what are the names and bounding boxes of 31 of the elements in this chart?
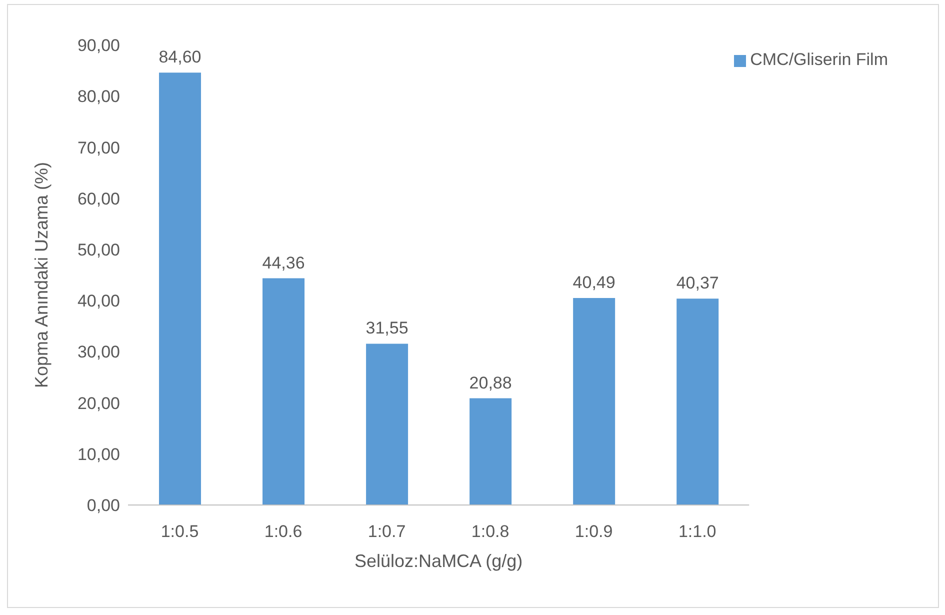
x-tick-label: 1:1.0 (678, 522, 716, 542)
data-label: 31,55 (366, 318, 408, 338)
y-tick-label: 50,00 (77, 240, 120, 260)
data-label: 40,49 (572, 273, 616, 292)
y-tick-label: 60,00 (77, 189, 120, 208)
x-tick-label: 1:0.7 (368, 522, 406, 542)
y-tick-label: 20,00 (77, 394, 120, 413)
y-tick-label: 90,00 (77, 36, 120, 56)
data-label: 84,60 (158, 48, 202, 67)
bar (262, 278, 305, 505)
y-tick-label: 0,00 (86, 496, 120, 516)
bar (470, 398, 512, 505)
y-tick-label: 40,00 (77, 292, 120, 311)
legend-label: CMC/Gliserin Film (750, 50, 888, 69)
y-tick-label: 10,00 (77, 444, 120, 464)
data-label: 20,88 (469, 373, 512, 392)
data-label: 40,37 (676, 274, 719, 293)
y-tick-label: 70,00 (77, 138, 120, 158)
bar (573, 298, 616, 505)
bar (676, 298, 719, 505)
y-tick-label: 80,00 (77, 87, 120, 106)
bar (159, 72, 201, 505)
x-axis-title: Selüloz:NaMCA (g/g) (354, 551, 523, 571)
x-tick-label: 1:0.6 (264, 522, 302, 542)
bar (366, 344, 408, 505)
x-tick-label: 1:0.5 (160, 522, 199, 542)
x-tick-label: 1:0.8 (471, 522, 510, 542)
y-tick-label: 30,00 (77, 342, 120, 362)
x-tick-label: 1:0.9 (574, 522, 613, 542)
y-axis-title: Kopma Anındaki Uzama (%) (31, 162, 52, 388)
data-label: 44,36 (262, 253, 305, 272)
